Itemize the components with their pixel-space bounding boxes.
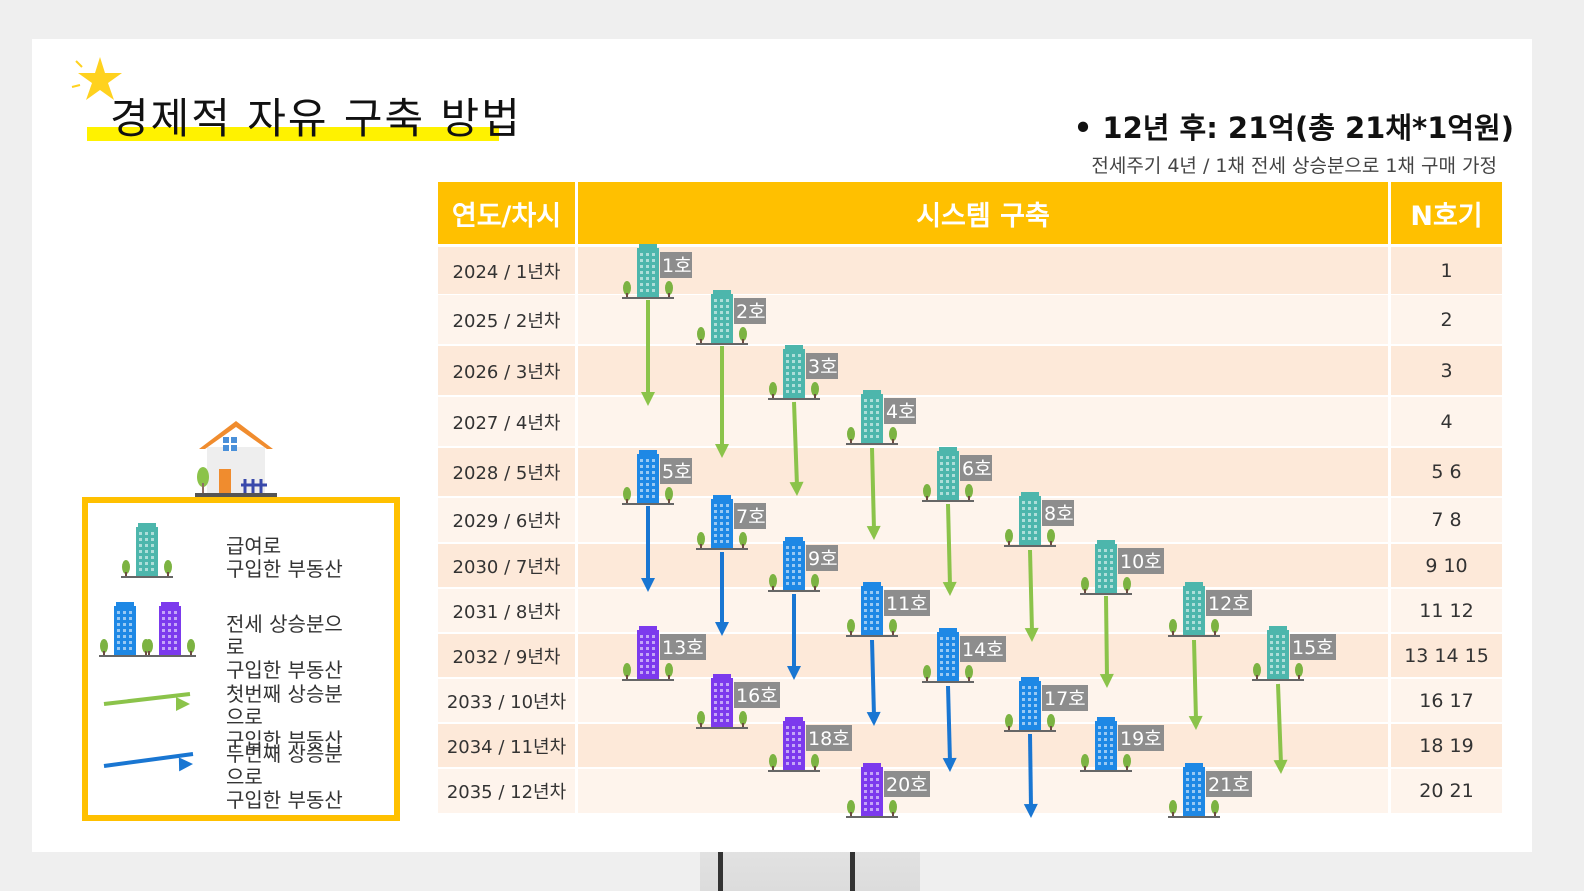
table-row: 2027 / 4년차 4: [438, 397, 1502, 446]
n-cell: 2: [1391, 295, 1502, 344]
header-system: 시스템 구축: [578, 182, 1388, 244]
n-cell: 20 21: [1391, 769, 1502, 813]
year-cell: 2027 / 4년차: [438, 397, 575, 446]
year-cell: 2033 / 10년차: [438, 679, 575, 722]
table-row: 2034 / 11년차 18 19: [438, 724, 1502, 767]
system-cell: [578, 295, 1388, 344]
system-cell: [578, 498, 1388, 542]
star-icon: [71, 57, 122, 100]
table-header: 연도/차시 시스템 구축 N호기: [438, 182, 1502, 244]
system-cell: [578, 448, 1388, 496]
n-cell: 7 8: [1391, 498, 1502, 542]
system-cell: [578, 589, 1388, 632]
system-cell: [578, 634, 1388, 677]
table-row: 2028 / 5년차 5 6: [438, 448, 1502, 496]
table-row: 2031 / 8년차 11 12: [438, 589, 1502, 632]
legend-second-arrow-label: 두번째 상승분 으로 구입한 부동산: [226, 742, 343, 812]
year-cell: 2034 / 11년차: [438, 724, 575, 767]
n-cell: 16 17: [1391, 679, 1502, 722]
year-cell: 2028 / 5년차: [438, 448, 575, 496]
year-cell: 2029 / 6년차: [438, 498, 575, 542]
legend-first-arrow-label: 첫번째 상승분 으로 구입한 부동산: [226, 682, 343, 752]
legend: 급여로 구입한 부동산 전세 상승분으 로 구입한 부동산 첫번째 상승분 으로…: [82, 497, 400, 821]
year-cell: 2030 / 7년차: [438, 544, 575, 587]
n-cell: 1: [1391, 247, 1502, 294]
table-row: 2035 / 12년차 20 21: [438, 769, 1502, 813]
table-row: 2030 / 7년차 9 10: [438, 544, 1502, 587]
n-cell: 11 12: [1391, 589, 1502, 632]
n-cell: 5 6: [1391, 448, 1502, 496]
legend-jeonse-label: 전세 상승분으 로 구입한 부동산: [226, 612, 343, 682]
system-cell: [578, 346, 1388, 395]
header-year: 연도/차시: [438, 182, 575, 244]
year-cell: 2025 / 2년차: [438, 295, 575, 344]
legend-salary-label: 급여로 구입한 부동산: [226, 534, 343, 581]
year-cell: 2035 / 12년차: [438, 769, 575, 813]
page-title: 경제적 자유 구축 방법: [110, 94, 522, 143]
n-cell: 18 19: [1391, 724, 1502, 767]
system-cell: [578, 679, 1388, 722]
house-icon: [195, 421, 277, 497]
table-row: 2032 / 9년차 13 14 15: [438, 634, 1502, 677]
n-cell: 9 10: [1391, 544, 1502, 587]
easel-leg: [718, 830, 723, 891]
system-cell: [578, 769, 1388, 813]
year-cell: 2031 / 8년차: [438, 589, 575, 632]
n-cell: 3: [1391, 346, 1502, 395]
n-cell: 13 14 15: [1391, 634, 1502, 677]
system-cell: [578, 247, 1388, 294]
system-cell: [578, 544, 1388, 587]
system-cell: [578, 397, 1388, 446]
header-n: N호기: [1391, 182, 1502, 244]
table-row: 2024 / 1년차 1: [438, 247, 1502, 294]
table-row: 2029 / 6년차 7 8: [438, 498, 1502, 542]
system-cell: [578, 724, 1388, 767]
assumption-note: 전세주기 4년 / 1채 전세 상승분으로 1채 구매 가정: [1091, 155, 1497, 177]
slide: 경제적 자유 구축 방법 • 12년 후: 21억(총 21채*1억원) 전세주…: [32, 39, 1532, 852]
headline: • 12년 후: 21억(총 21채*1억원): [1073, 111, 1514, 145]
year-cell: 2032 / 9년차: [438, 634, 575, 677]
easel-leg: [850, 830, 855, 891]
title-highlight: [87, 127, 499, 141]
n-cell: 4: [1391, 397, 1502, 446]
year-cell: 2024 / 1년차: [438, 247, 575, 294]
table-row: 2033 / 10년차 16 17: [438, 679, 1502, 722]
year-cell: 2026 / 3년차: [438, 346, 575, 395]
table-row: 2026 / 3년차 3: [438, 346, 1502, 395]
table-row: 2025 / 2년차 2: [438, 295, 1502, 344]
